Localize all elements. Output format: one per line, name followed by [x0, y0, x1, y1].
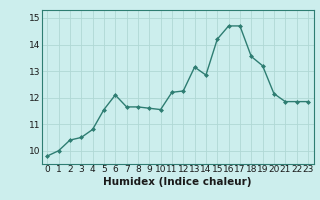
X-axis label: Humidex (Indice chaleur): Humidex (Indice chaleur)	[103, 177, 252, 187]
